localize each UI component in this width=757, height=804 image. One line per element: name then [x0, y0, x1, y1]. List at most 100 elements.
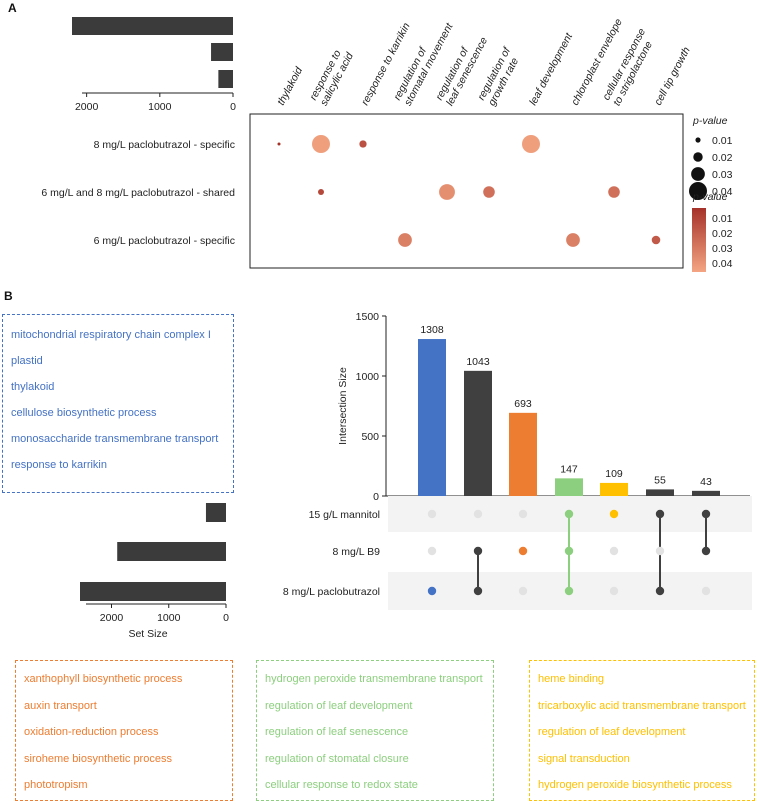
- color-legend-label: 0.02: [712, 228, 733, 240]
- x-category-label: response tosalicylic acid: [307, 44, 356, 108]
- set-size-tick-label-a: 2000: [75, 101, 99, 113]
- matrix-dot-filled: [473, 586, 483, 596]
- size-legend-label: 0.01: [712, 135, 733, 147]
- intersection-y-tick-label: 1000: [356, 371, 380, 383]
- intersection-bar-label: 55: [654, 474, 666, 486]
- intersection-y-label: Intersection Size: [337, 367, 349, 445]
- matrix-dot-filled: [564, 509, 574, 519]
- intersection-bar: [464, 370, 492, 496]
- color-legend-label: 0.04: [712, 258, 733, 270]
- matrix-dot-empty: [701, 586, 711, 596]
- matrix-dot-filled: [427, 586, 437, 596]
- y-category-label: 8 mg/L paclobutrazol - specific: [94, 139, 235, 151]
- y-category-label: 6 mg/L and 8 mg/L paclobutrazol - shared: [41, 187, 235, 199]
- intersection-bar-label: 1043: [466, 356, 490, 368]
- matrix-set-label: 8 mg/L paclobutrazol: [283, 586, 380, 598]
- term-box-item: response to karrikin: [11, 459, 107, 471]
- matrix-dot-filled: [609, 509, 619, 519]
- panel-label-b: B: [4, 289, 13, 303]
- term-box-item: hydrogen peroxide biosynthetic process: [538, 779, 732, 791]
- term-box-item: regulation of leaf senescence: [265, 726, 409, 738]
- dot-point: [277, 142, 281, 146]
- term-box-item: mitochondrial respiratory chain complex …: [11, 329, 211, 341]
- term-box-item: thylakoid: [11, 381, 55, 393]
- matrix-dot-empty: [473, 509, 483, 519]
- color-legend-label: 0.01: [712, 213, 733, 225]
- dot-point: [651, 235, 661, 245]
- term-box-item: cellulose biosynthetic process: [11, 407, 157, 419]
- matrix-dot-empty: [427, 546, 437, 556]
- matrix-set-label: 8 mg/L B9: [333, 546, 381, 558]
- x-category-label: cell tip growth: [652, 45, 693, 107]
- matrix-dot-empty: [427, 509, 437, 519]
- intersection-bar-label: 1308: [420, 324, 444, 336]
- matrix-dot-empty: [655, 546, 665, 556]
- intersection-bar-label: 147: [560, 463, 578, 475]
- intersection-bar: [600, 482, 628, 496]
- term-box-item: plastid: [11, 355, 43, 367]
- size-legend-label: 0.02: [712, 152, 733, 164]
- intersection-bar: [692, 490, 720, 496]
- dot-point: [359, 140, 367, 148]
- term-box-item: tricarboxylic acid transmembrane transpo…: [538, 699, 746, 712]
- size-legend-dot: [693, 152, 703, 162]
- intersection-bar-label: 693: [514, 398, 532, 410]
- set-size-bar-a: [72, 17, 233, 35]
- dot-point: [483, 186, 495, 198]
- x-category-line: cell tip growth: [652, 45, 693, 107]
- x-category-line: thylakoid: [275, 64, 306, 107]
- size-legend-dot: [691, 167, 705, 181]
- set-size-xlabel: Set Size: [128, 628, 167, 640]
- size-legend-label: 0.03: [712, 169, 733, 181]
- intersection-y-tick-label: 1500: [356, 311, 380, 323]
- size-legend-title: p-value: [692, 115, 728, 127]
- intersection-y-tick-label: 500: [361, 431, 379, 443]
- size-legend-title-text: p-value: [692, 115, 728, 127]
- size-legend-label: 0.04: [712, 186, 733, 198]
- panel-label-a: A: [8, 1, 17, 15]
- color-legend-title: p-value: [692, 191, 728, 203]
- x-category-label: thylakoid: [275, 64, 306, 107]
- term-box-item: regulation of stomatal closure: [265, 752, 409, 765]
- set-size-tick-label-a: 0: [230, 101, 236, 113]
- color-legend-label: 0.03: [712, 243, 733, 255]
- x-category-label: leaf development: [527, 30, 576, 107]
- intersection-bar-label: 109: [605, 468, 623, 480]
- matrix-dot-filled: [655, 586, 665, 596]
- x-category-line: leaf development: [527, 30, 576, 107]
- term-box-item: regulation of leaf development: [538, 726, 686, 738]
- matrix-dot-filled: [518, 546, 528, 556]
- matrix-dot-filled: [655, 509, 665, 519]
- term-box-item: xanthophyll biosynthetic process: [24, 673, 183, 685]
- term-box-item: siroheme biosynthetic process: [24, 752, 172, 765]
- set-size-tick-label-b: 2000: [100, 612, 124, 624]
- intersection-bar-label: 43: [700, 476, 712, 488]
- set-size-bar-b: [117, 542, 226, 561]
- term-box-orange: xanthophyll biosynthetic process auxin tr…: [15, 660, 233, 801]
- intersection-y-tick-label: 0: [373, 491, 379, 503]
- size-legend-dot: [689, 182, 707, 200]
- matrix-dot-empty: [609, 546, 619, 556]
- dot-plot-frame: [249, 113, 684, 269]
- set-size-bar-b: [205, 503, 226, 522]
- dot-point: [522, 135, 540, 153]
- set-size-tick-label-b: 0: [223, 612, 229, 624]
- matrix-dot-filled: [473, 546, 483, 556]
- term-box-item: hydrogen peroxide transmembrane transpor…: [265, 673, 483, 685]
- set-size-tick-label-b: 1000: [157, 612, 181, 624]
- dot-point: [608, 186, 620, 198]
- term-box-green: hydrogen peroxide transmembrane transpor…: [256, 660, 494, 801]
- dot-point: [398, 233, 412, 247]
- matrix-dot-filled: [564, 546, 574, 556]
- size-legend-dot: [695, 137, 701, 143]
- dot-point: [566, 233, 580, 247]
- matrix-dot-empty: [518, 509, 528, 519]
- matrix-dot-empty: [518, 586, 528, 596]
- intersection-bar: [646, 489, 674, 496]
- set-size-bar-b: [80, 582, 226, 601]
- set-size-bar-a: [218, 70, 233, 88]
- intersection-bar: [509, 412, 537, 496]
- matrix-dot-empty: [609, 586, 619, 596]
- term-box-yellow: heme binding tricarboxylic acid transmemb…: [529, 660, 755, 801]
